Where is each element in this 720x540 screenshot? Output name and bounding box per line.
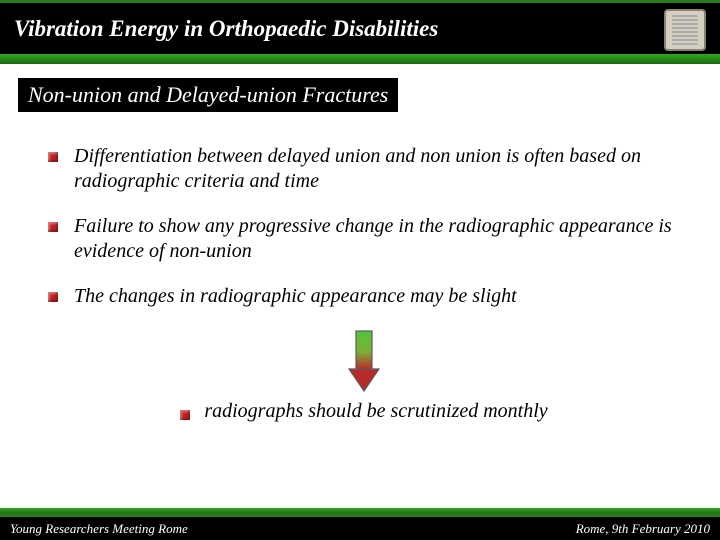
- logo-icon: [664, 9, 706, 51]
- footer-right-text: Rome, 9th February 2010: [576, 521, 710, 537]
- slide: Vibration Energy in Orthopaedic Disabili…: [0, 0, 720, 540]
- bullet-marker-icon: [180, 410, 190, 420]
- bullet-marker-icon: [48, 292, 58, 302]
- conclusion-text: radiographs should be scrutinized monthl…: [204, 399, 547, 424]
- conclusion-row: radiographs should be scrutinized monthl…: [48, 399, 680, 424]
- down-arrow-icon: [347, 329, 381, 393]
- header-bar: Vibration Energy in Orthopaedic Disabili…: [0, 0, 720, 54]
- bullet-item: The changes in radiographic appearance m…: [48, 284, 680, 309]
- bullet-marker-icon: [48, 222, 58, 232]
- logo-inner: [672, 15, 698, 45]
- bullet-marker-icon: [48, 152, 58, 162]
- footer-bar: Young Researchers Meeting Rome Rome, 9th…: [0, 514, 720, 540]
- bullet-text: The changes in radiographic appearance m…: [74, 284, 517, 309]
- subtitle: Non-union and Delayed-union Fractures: [18, 78, 398, 112]
- header-accent-strip: [0, 54, 720, 64]
- bullet-item: Differentiation between delayed union an…: [48, 144, 680, 194]
- bullet-text: Differentiation between delayed union an…: [74, 144, 680, 194]
- subtitle-container: Non-union and Delayed-union Fractures: [0, 64, 720, 118]
- arrow-container: [48, 329, 680, 393]
- bullet-item: Failure to show any progressive change i…: [48, 214, 680, 264]
- slide-title: Vibration Energy in Orthopaedic Disabili…: [14, 16, 438, 42]
- bullet-text: Failure to show any progressive change i…: [74, 214, 680, 264]
- content-area: Differentiation between delayed union an…: [0, 118, 720, 508]
- footer-left-text: Young Researchers Meeting Rome: [10, 521, 188, 537]
